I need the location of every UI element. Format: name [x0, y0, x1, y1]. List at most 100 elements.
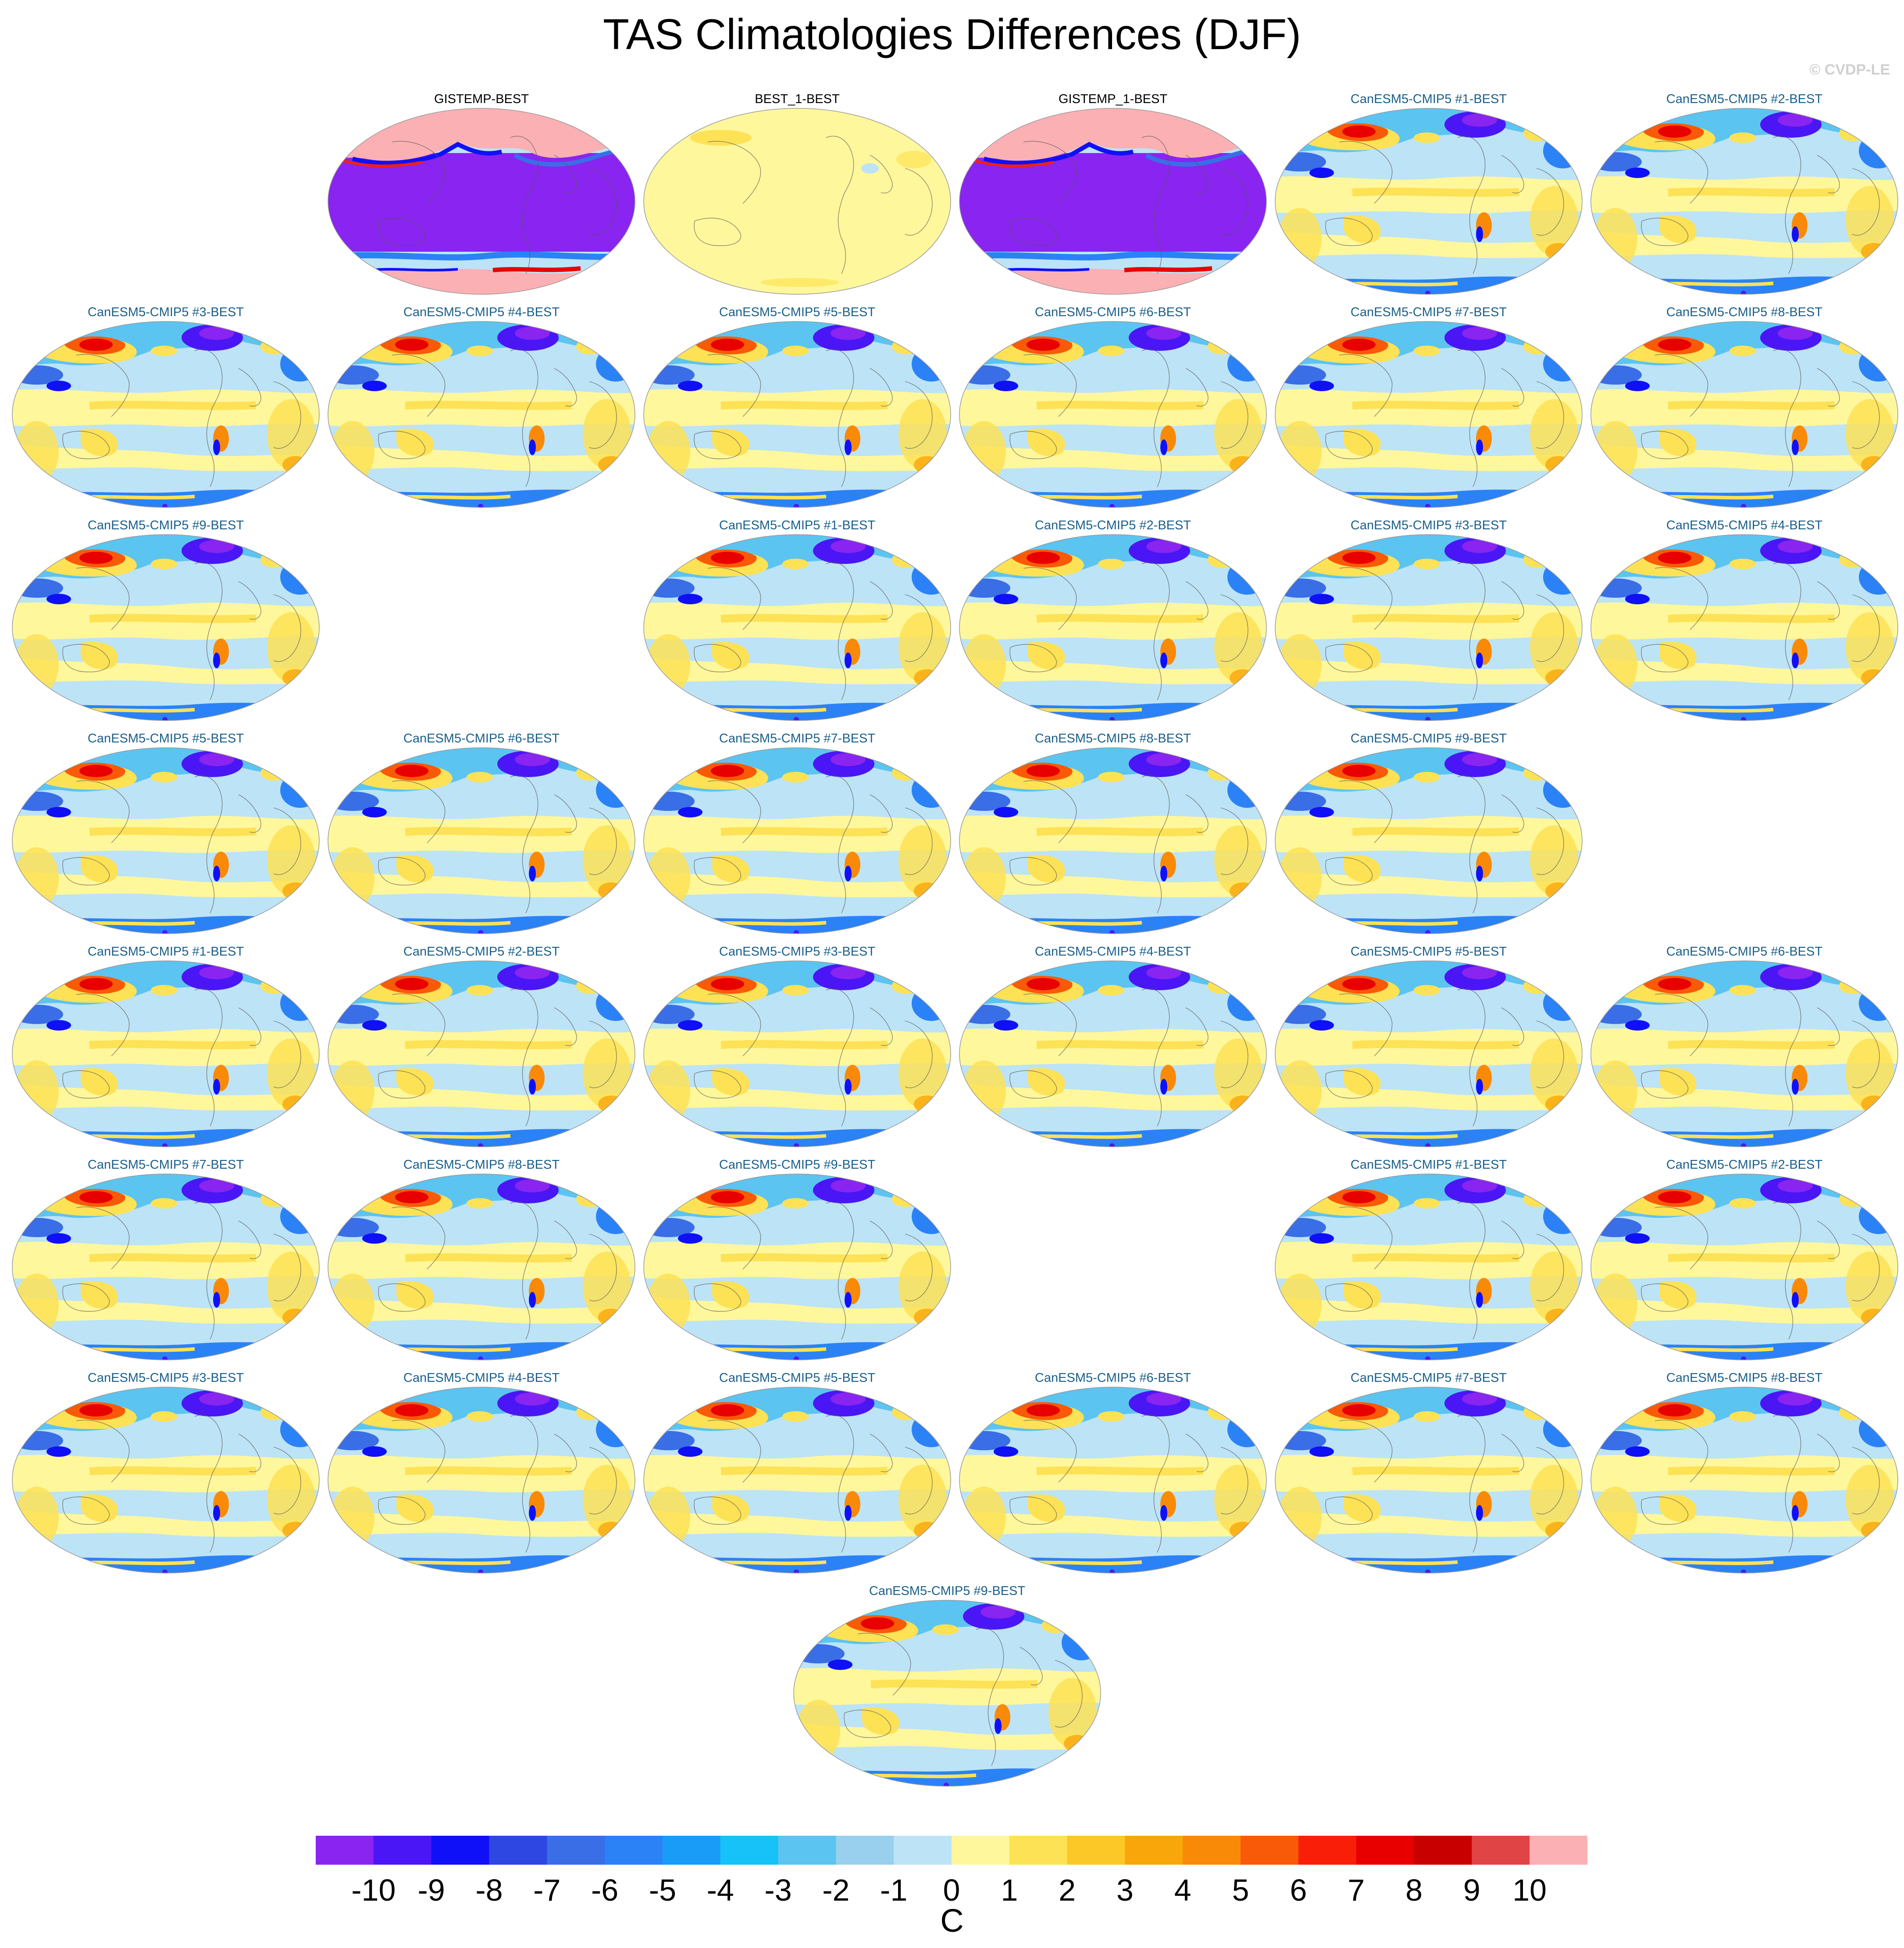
- colorbar-swatch: [1183, 1836, 1241, 1865]
- colorbar-swatch: [1241, 1836, 1299, 1865]
- colorbar-tick-label: 9: [1463, 1873, 1480, 1907]
- colorbar-swatch: [1067, 1836, 1125, 1865]
- map-panel: CanESM5-CMIP5 #1-BEST: [1271, 1156, 1587, 1366]
- panel-title: CanESM5-CMIP5 #2-BEST: [1666, 1158, 1823, 1172]
- panel-title: CanESM5-CMIP5 #3-BEST: [87, 1371, 244, 1385]
- map-panel: CanESM5-CMIP5 #1-BEST: [639, 517, 955, 727]
- map-panel: CanESM5-CMIP5 #1-BEST: [1271, 90, 1587, 301]
- map-panel: CanESM5-CMIP5 #6-BEST: [1587, 943, 1902, 1153]
- colorbar-swatch: [720, 1836, 779, 1865]
- map-panel: BEST_1-BEST: [639, 90, 955, 301]
- map-panel: CanESM5-CMIP5 #9-BEST: [8, 517, 324, 727]
- colorbar-swatch: [1530, 1836, 1587, 1865]
- world-map: [12, 960, 320, 1147]
- panel-title: CanESM5-CMIP5 #5-BEST: [719, 1371, 876, 1385]
- world-map: [1275, 321, 1583, 508]
- map-panel: CanESM5-CMIP5 #4-BEST: [1587, 517, 1902, 727]
- world-map: [1275, 1174, 1583, 1360]
- world-map: [793, 1600, 1101, 1787]
- panel-title: CanESM5-CMIP5 #5-BEST: [719, 305, 876, 319]
- map-panel: CanESM5-CMIP5 #3-BEST: [1271, 517, 1587, 727]
- world-map: [12, 1174, 320, 1360]
- map-panel: CanESM5-CMIP5 #4-BEST: [324, 1369, 639, 1580]
- colorbar-tick-label: 8: [1405, 1873, 1423, 1907]
- world-map: [643, 1387, 951, 1573]
- colorbar-swatch: [373, 1836, 432, 1865]
- map-panel: CanESM5-CMIP5 #7-BEST: [639, 730, 955, 940]
- colorbar-tick-label: 2: [1059, 1873, 1076, 1907]
- map-panel: CanESM5-CMIP5 #8-BEST: [1587, 303, 1902, 514]
- colorbar-swatch: [1356, 1836, 1415, 1865]
- map-panel: CanESM5-CMIP5 #7-BEST: [1271, 303, 1587, 514]
- world-map: [12, 747, 320, 934]
- world-map: [1590, 960, 1898, 1147]
- map-panel: CanESM5-CMIP5 #2-BEST: [1587, 1156, 1902, 1366]
- map-panel: CanESM5-CMIP5 #2-BEST: [324, 943, 639, 1153]
- panel-title: CanESM5-CMIP5 #9-BEST: [719, 1158, 876, 1172]
- map-panel: CanESM5-CMIP5 #9-BEST: [789, 1582, 1105, 1793]
- world-map: [1275, 747, 1583, 934]
- world-map: [1275, 1387, 1583, 1573]
- map-panel: CanESM5-CMIP5 #9-BEST: [639, 1156, 955, 1366]
- panel-title: CanESM5-CMIP5 #1-BEST: [87, 945, 244, 959]
- world-map: [12, 1387, 320, 1573]
- panel-title: CanESM5-CMIP5 #8-BEST: [403, 1158, 560, 1172]
- world-map: [12, 534, 320, 721]
- map-panel: CanESM5-CMIP5 #2-BEST: [955, 517, 1271, 727]
- map-panel: CanESM5-CMIP5 #9-BEST: [1271, 730, 1587, 940]
- world-map: [643, 1174, 951, 1360]
- panel-title: CanESM5-CMIP5 #4-BEST: [1034, 945, 1191, 959]
- colorbar-units: C: [940, 1902, 964, 1939]
- panel-title: CanESM5-CMIP5 #4-BEST: [403, 305, 560, 319]
- colorbar-tick-label: 0: [943, 1873, 960, 1907]
- colorbar: [316, 1836, 1587, 1865]
- map-panel: CanESM5-CMIP5 #5-BEST: [1271, 943, 1587, 1153]
- world-map: [1590, 1387, 1898, 1573]
- panel-title: BEST_1-BEST: [755, 92, 840, 106]
- map-panel: GISTEMP_1-BEST: [955, 90, 1271, 301]
- map-panel: CanESM5-CMIP5 #8-BEST: [1587, 1369, 1902, 1580]
- world-map: [1275, 960, 1583, 1147]
- panel-title: CanESM5-CMIP5 #9-BEST: [87, 518, 244, 532]
- panel-title: CanESM5-CMIP5 #7-BEST: [87, 1158, 244, 1172]
- map-panel: CanESM5-CMIP5 #5-BEST: [639, 1369, 955, 1580]
- world-map: [959, 747, 1267, 934]
- map-panel: CanESM5-CMIP5 #4-BEST: [324, 303, 639, 514]
- map-panel: CanESM5-CMIP5 #6-BEST: [955, 303, 1271, 514]
- world-map: [959, 1387, 1267, 1573]
- world-map: [643, 108, 951, 295]
- panel-title: CanESM5-CMIP5 #6-BEST: [1034, 1371, 1191, 1385]
- world-map: [328, 1387, 635, 1573]
- panel-title: CanESM5-CMIP5 #6-BEST: [1034, 305, 1191, 319]
- map-panel: CanESM5-CMIP5 #8-BEST: [324, 1156, 639, 1366]
- colorbar-swatch: [1009, 1836, 1068, 1865]
- colorbar-tick-label: -6: [591, 1873, 619, 1907]
- map-panel: CanESM5-CMIP5 #8-BEST: [955, 730, 1271, 940]
- world-map: [959, 321, 1267, 508]
- map-panel: CanESM5-CMIP5 #3-BEST: [639, 943, 955, 1153]
- colorbar-tick-label: -4: [706, 1873, 734, 1907]
- panel-title: GISTEMP_1-BEST: [1058, 92, 1168, 106]
- world-map: [1590, 1174, 1898, 1360]
- colorbar-tick-label: 4: [1174, 1873, 1191, 1907]
- panel-title: CanESM5-CMIP5 #3-BEST: [1350, 518, 1507, 532]
- page-title: TAS Climatologies Differences (DJF): [603, 10, 1301, 58]
- colorbar-tick-label: 10: [1512, 1873, 1547, 1907]
- map-panel: CanESM5-CMIP5 #4-BEST: [955, 943, 1271, 1153]
- colorbar-swatch: [662, 1836, 721, 1865]
- world-map: [1275, 534, 1583, 721]
- colorbar-swatch: [547, 1836, 605, 1865]
- panel-title: CanESM5-CMIP5 #2-BEST: [1034, 518, 1191, 532]
- map-panel: CanESM5-CMIP5 #3-BEST: [8, 303, 324, 514]
- world-map: [1275, 108, 1583, 295]
- map-panel: CanESM5-CMIP5 #3-BEST: [8, 1369, 324, 1580]
- panel-title: CanESM5-CMIP5 #9-BEST: [869, 1584, 1026, 1598]
- colorbar-swatch: [1125, 1836, 1183, 1865]
- colorbar-tick-label: -5: [649, 1873, 677, 1907]
- map-panel: CanESM5-CMIP5 #2-BEST: [1587, 90, 1902, 301]
- map-panel: CanESM5-CMIP5 #5-BEST: [8, 730, 324, 940]
- panel-title: CanESM5-CMIP5 #6-BEST: [1666, 945, 1823, 959]
- panel-title: CanESM5-CMIP5 #3-BEST: [719, 945, 876, 959]
- colorbar-tick-label: -9: [417, 1873, 445, 1907]
- panel-title: CanESM5-CMIP5 #2-BEST: [403, 945, 560, 959]
